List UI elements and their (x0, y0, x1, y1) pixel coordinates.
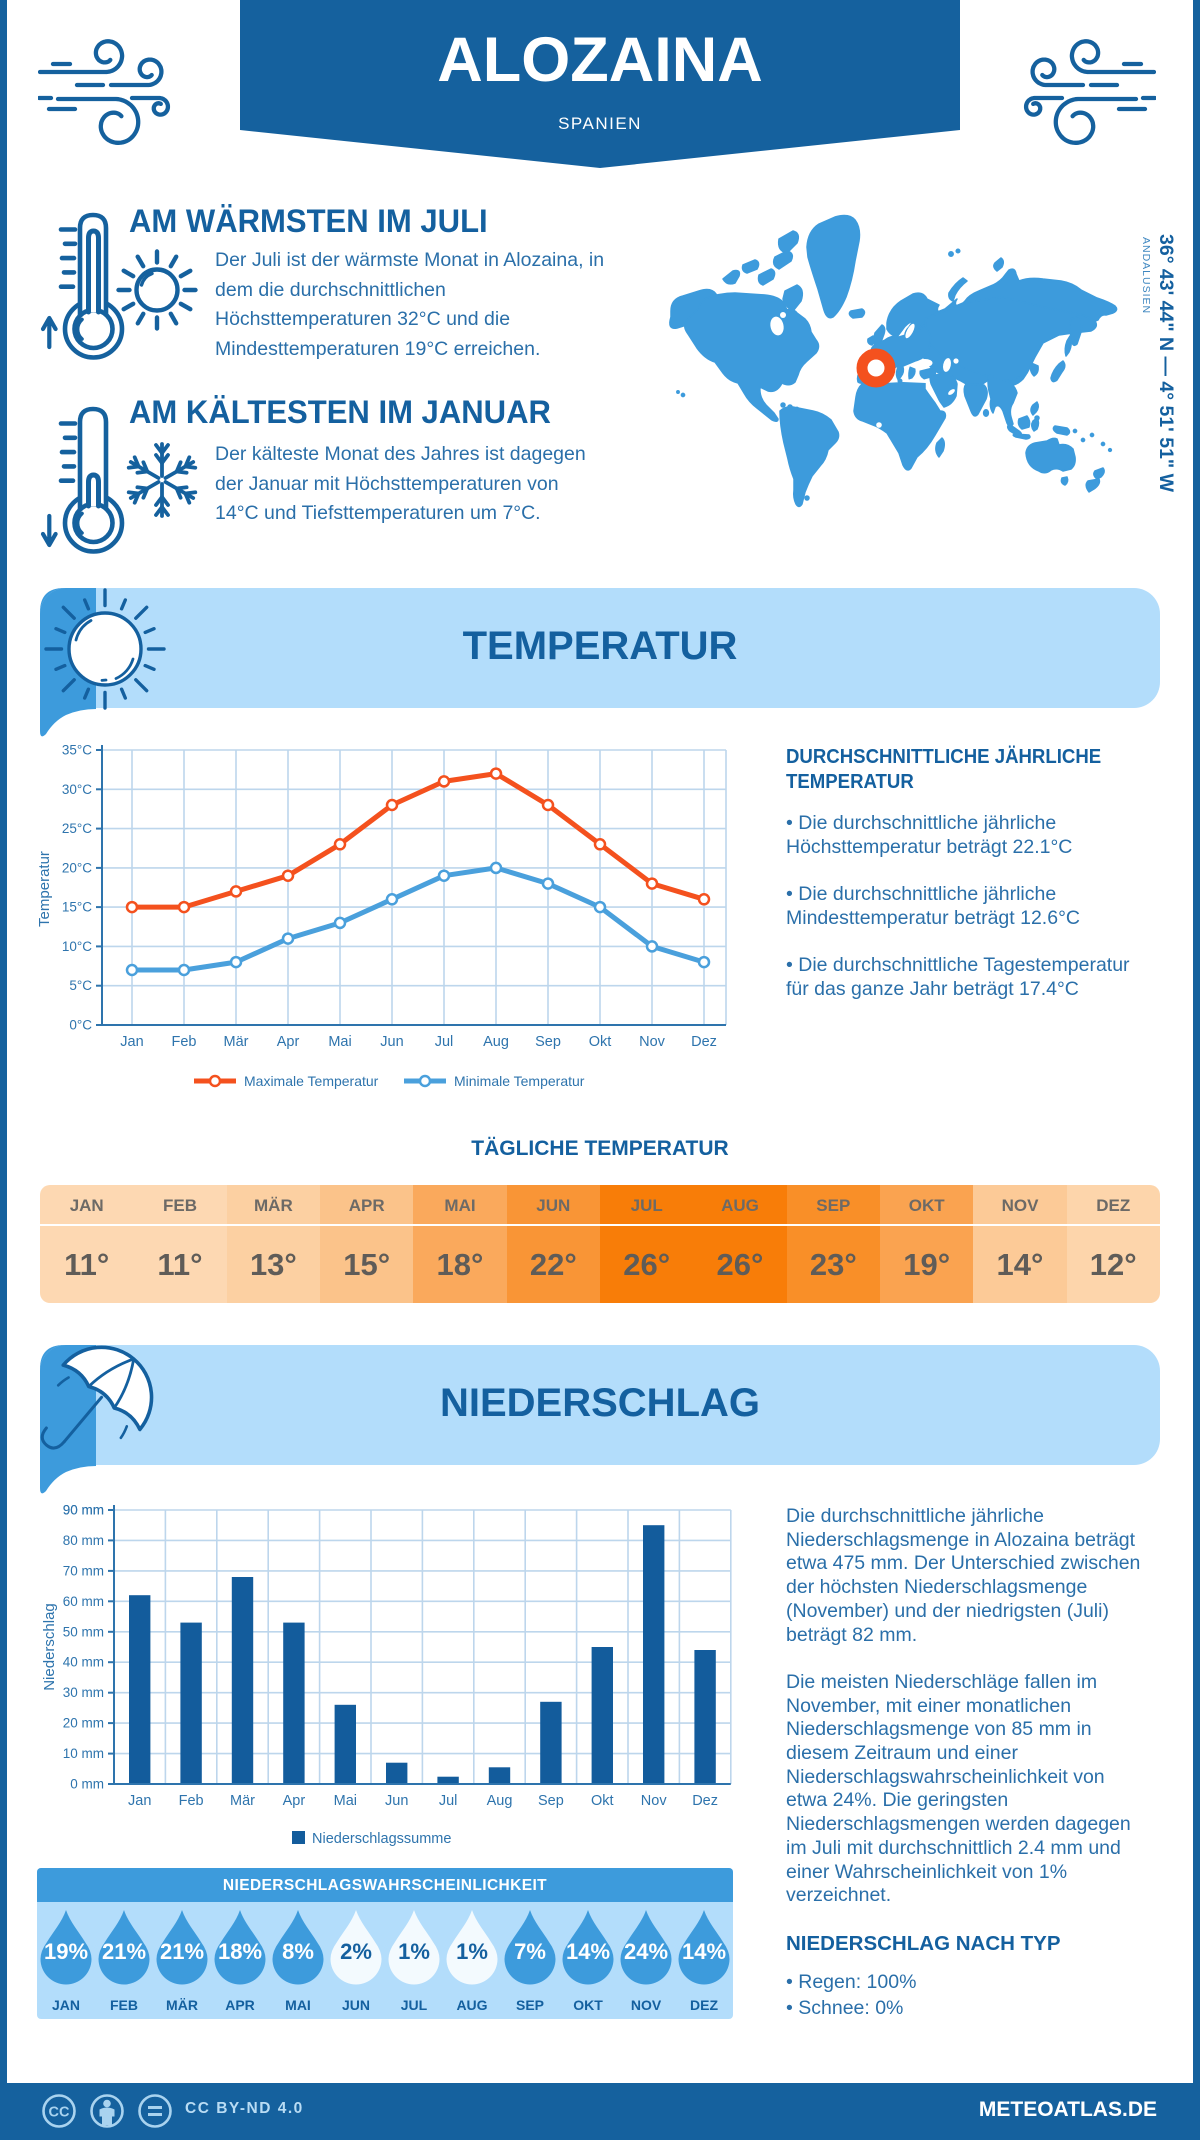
svg-text:7%: 7% (514, 1939, 546, 1964)
svg-text:Minimale Temperatur: Minimale Temperatur (454, 1073, 585, 1089)
svg-text:1%: 1% (456, 1939, 488, 1964)
svg-text:20°C: 20°C (62, 860, 92, 875)
svg-text:8%: 8% (282, 1939, 314, 1964)
svg-text:JAN: JAN (52, 1997, 80, 2013)
svg-text:Aug: Aug (483, 1034, 509, 1050)
svg-text:Okt: Okt (591, 1793, 614, 1809)
svg-text:2%: 2% (340, 1939, 372, 1964)
svg-text:AUG: AUG (456, 1997, 487, 2013)
svg-text:19%: 19% (44, 1939, 88, 1964)
svg-text:CC: CC (49, 2105, 70, 2121)
svg-text:Mär: Mär (230, 1793, 255, 1809)
svg-text:NOV: NOV (631, 1997, 662, 2013)
svg-text:50 mm: 50 mm (63, 1624, 104, 1639)
svg-text:Maximale Temperatur: Maximale Temperatur (244, 1073, 379, 1089)
svg-text:MAI: MAI (285, 1997, 311, 2013)
svg-text:21%: 21% (160, 1939, 204, 1964)
svg-text:0 mm: 0 mm (70, 1777, 104, 1792)
svg-text:Temperatur: Temperatur (36, 851, 53, 927)
svg-text:Mai: Mai (328, 1034, 351, 1050)
svg-text:Aug: Aug (487, 1793, 513, 1809)
svg-text:Niederschlagssumme: Niederschlagssumme (312, 1831, 451, 1847)
svg-text:Jan: Jan (120, 1034, 143, 1050)
svg-text:14%: 14% (682, 1939, 726, 1964)
svg-text:Jul: Jul (435, 1034, 454, 1050)
svg-text:40 mm: 40 mm (63, 1655, 104, 1670)
svg-text:5°C: 5°C (69, 978, 92, 993)
svg-text:Nov: Nov (639, 1034, 666, 1050)
svg-text:0°C: 0°C (69, 1018, 92, 1033)
svg-text:Jul: Jul (439, 1793, 458, 1809)
svg-text:80 mm: 80 mm (63, 1533, 104, 1548)
svg-text:MÄR: MÄR (166, 1997, 198, 2013)
svg-text:18%: 18% (218, 1939, 262, 1964)
svg-text:DEZ: DEZ (690, 1997, 718, 2013)
svg-text:70 mm: 70 mm (63, 1563, 104, 1578)
svg-text:Apr: Apr (283, 1793, 306, 1809)
svg-text:Jan: Jan (128, 1793, 151, 1809)
svg-text:1%: 1% (398, 1939, 430, 1964)
svg-text:Okt: Okt (589, 1034, 612, 1050)
svg-text:JUN: JUN (342, 1997, 370, 2013)
svg-text:Feb: Feb (172, 1034, 197, 1050)
svg-text:60 mm: 60 mm (63, 1594, 104, 1609)
svg-text:10 mm: 10 mm (63, 1746, 104, 1761)
svg-text:35°C: 35°C (62, 743, 92, 758)
svg-text:Mai: Mai (334, 1793, 357, 1809)
svg-text:SEP: SEP (516, 1997, 544, 2013)
svg-text:30°C: 30°C (62, 782, 92, 797)
svg-text:Feb: Feb (179, 1793, 204, 1809)
svg-text:Dez: Dez (691, 1034, 717, 1050)
svg-text:10°C: 10°C (62, 939, 92, 954)
svg-text:24%: 24% (624, 1939, 668, 1964)
svg-text:90 mm: 90 mm (63, 1503, 104, 1518)
svg-text:Dez: Dez (692, 1793, 718, 1809)
svg-text:Mär: Mär (224, 1034, 249, 1050)
svg-text:15°C: 15°C (62, 900, 92, 915)
svg-text:25°C: 25°C (62, 821, 92, 836)
svg-text:Jun: Jun (380, 1034, 403, 1050)
svg-text:APR: APR (225, 1997, 255, 2013)
svg-text:Nov: Nov (641, 1793, 668, 1809)
svg-text:Jun: Jun (385, 1793, 408, 1809)
svg-text:Sep: Sep (535, 1034, 561, 1050)
svg-text:20 mm: 20 mm (63, 1716, 104, 1731)
svg-text:OKT: OKT (573, 1997, 603, 2013)
svg-text:90 mm: 90 mm (63, 1503, 104, 1518)
svg-text:Niederschlag: Niederschlag (41, 1603, 58, 1691)
svg-text:21%: 21% (102, 1939, 146, 1964)
svg-text:Apr: Apr (277, 1034, 300, 1050)
svg-text:Sep: Sep (538, 1793, 564, 1809)
svg-text:FEB: FEB (110, 1997, 138, 2013)
svg-text:14%: 14% (566, 1939, 610, 1964)
svg-text:JUL: JUL (401, 1997, 428, 2013)
svg-text:30 mm: 30 mm (63, 1685, 104, 1700)
